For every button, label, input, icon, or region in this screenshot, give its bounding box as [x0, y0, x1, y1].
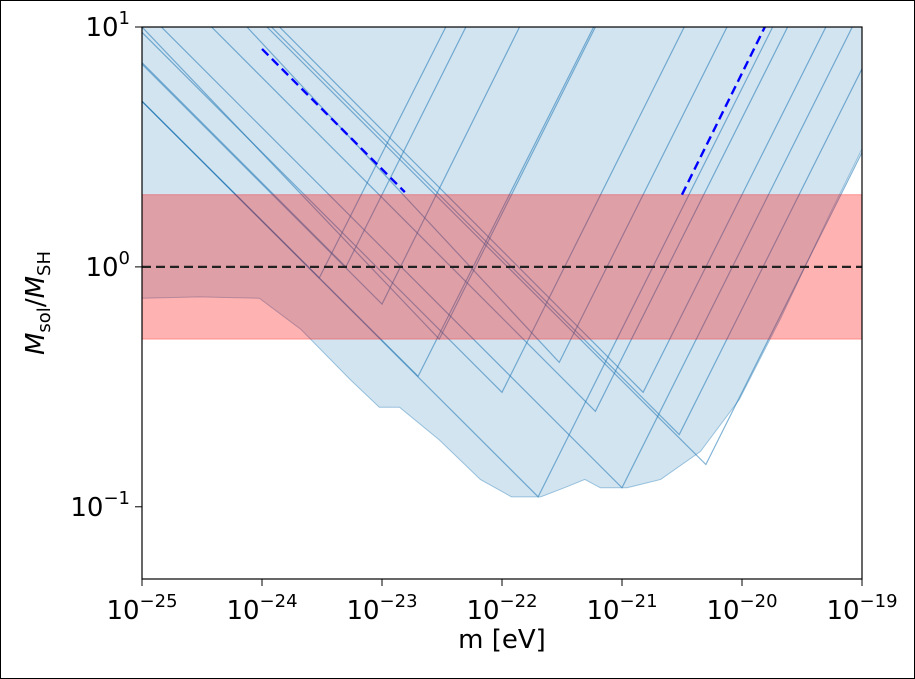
curve [211, 27, 789, 413]
x-tick-label: 10−23 [346, 591, 417, 626]
curve [142, 27, 685, 394]
y-tick-label: 101 [85, 8, 130, 43]
curve [160, 27, 853, 489]
dashed-line [261, 48, 406, 193]
curve [142, 27, 521, 306]
x-tick-label: 10−19 [826, 591, 897, 626]
dashed-line [680, 27, 766, 196]
x-tick-label: 10−25 [106, 591, 177, 626]
curve [279, 27, 827, 394]
plot-area [142, 27, 862, 498]
x-tick-label: 10−21 [586, 591, 657, 626]
y-axis-label: Msol/MSH [21, 251, 55, 355]
x-tick-label: 10−22 [466, 591, 537, 626]
band [142, 194, 862, 340]
curve [266, 27, 862, 466]
x-tick-label: 10−24 [226, 591, 297, 626]
axes: 10−25 10−24 10−23 10−22 10−21 10−20 10−19 10−1 1… [70, 8, 897, 626]
y-tick-label: 10−1 [70, 488, 130, 523]
x-tick-label: 10−20 [706, 591, 777, 626]
y-tick-label: 100 [85, 248, 130, 283]
x-axis-label: m [eV] [458, 625, 546, 655]
curve [142, 27, 595, 378]
curve [271, 27, 862, 436]
